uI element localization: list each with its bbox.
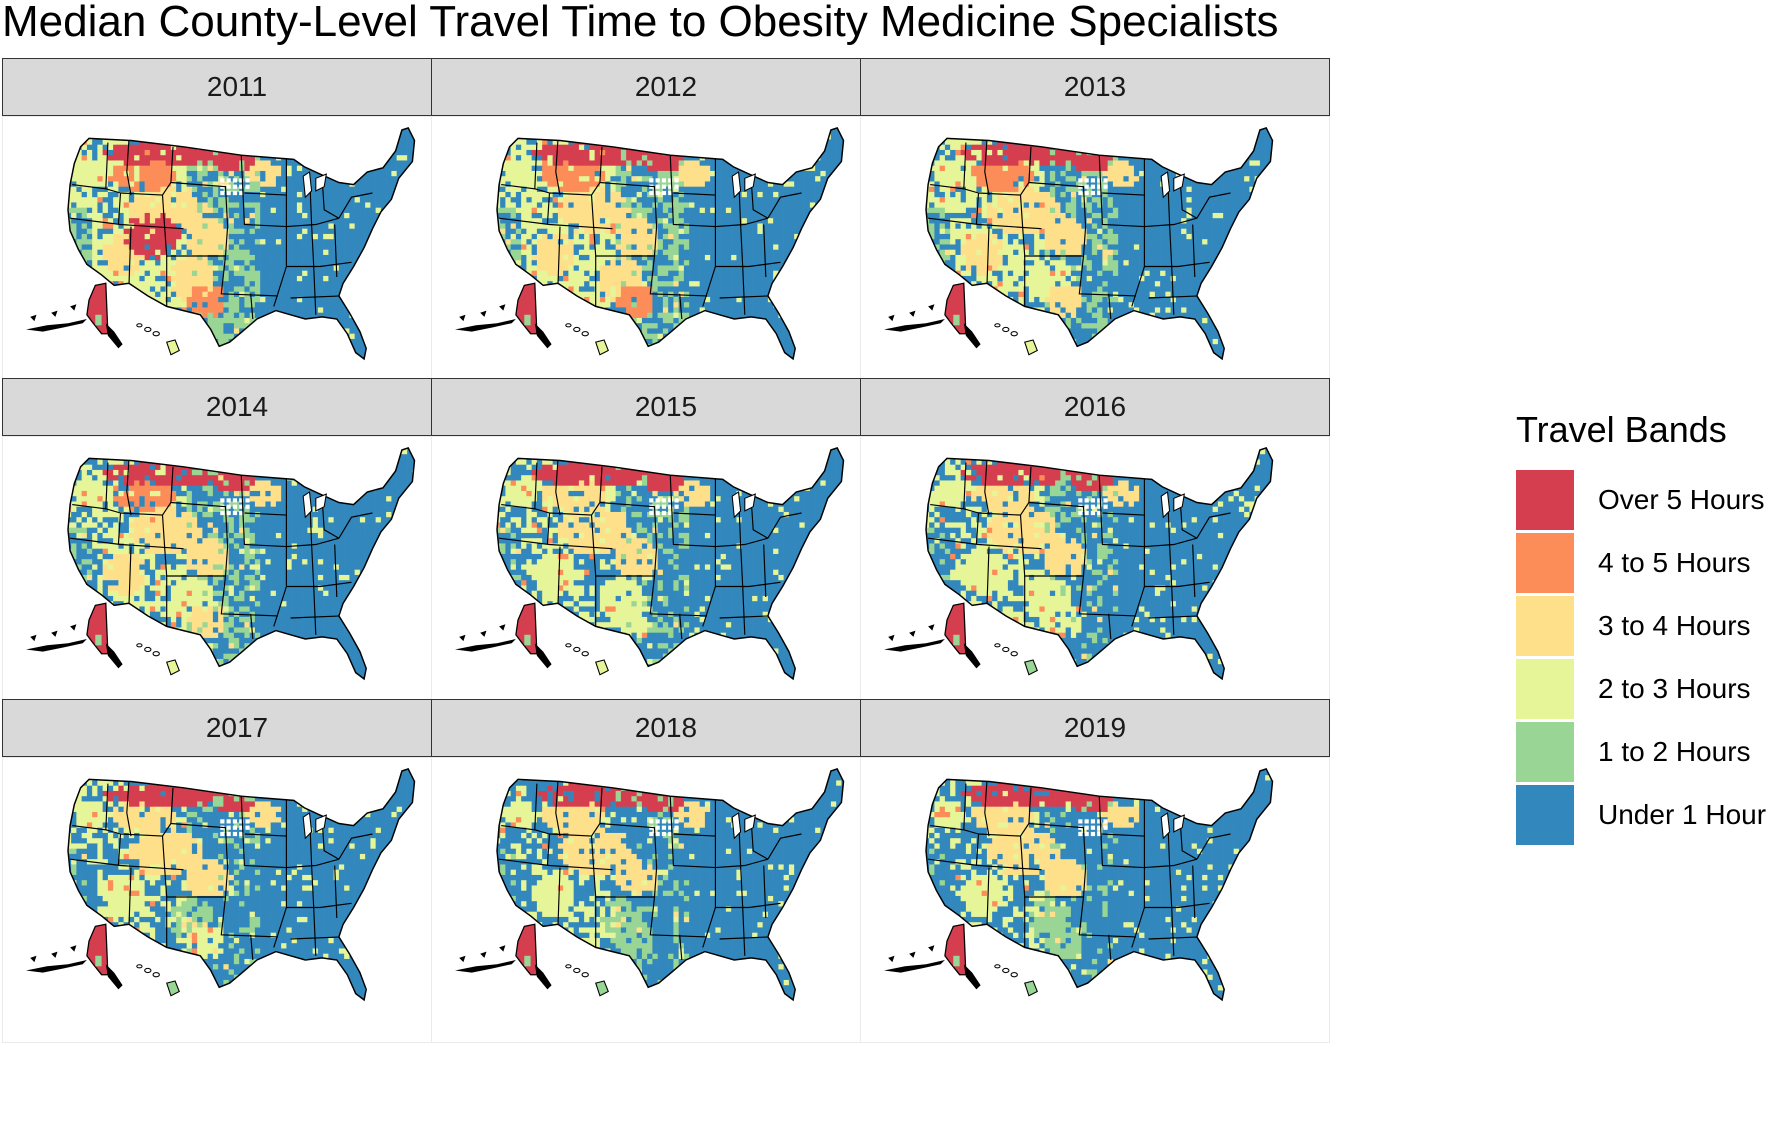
us-county-map (884, 768, 1274, 1002)
us-county-map (455, 127, 845, 361)
map-panel (431, 116, 901, 402)
us-county-map (26, 447, 416, 681)
us-county-map (26, 127, 416, 361)
facet-2011: 2011 (2, 58, 472, 402)
legend-key-swatch (1516, 533, 1574, 593)
facet-2016: 2016 (860, 378, 1330, 722)
facet-strip-label: 2019 (860, 699, 1330, 757)
facet-2015: 2015 (431, 378, 901, 722)
facet-2018: 2018 (431, 699, 901, 1043)
legend-item: 4 to 5 Hours (1512, 533, 1789, 596)
facet-strip-label: 2011 (2, 58, 472, 116)
map-panel (860, 757, 1330, 1043)
facet-strip-label: 2015 (431, 378, 901, 436)
legend-key-swatch (1516, 722, 1574, 782)
legend-label: 4 to 5 Hours (1598, 547, 1751, 579)
us-county-map (26, 768, 416, 1002)
facet-strip-label: 2016 (860, 378, 1330, 436)
map-panel (2, 757, 472, 1043)
us-county-map (455, 768, 845, 1002)
us-county-map (455, 447, 845, 681)
facet-strip-label: 2012 (431, 58, 901, 116)
facet-2014: 2014 (2, 378, 472, 722)
facet-strip-label: 2013 (860, 58, 1330, 116)
legend-label: 2 to 3 Hours (1598, 673, 1751, 705)
legend-label: Over 5 Hours (1598, 484, 1765, 516)
facet-strip-label: 2014 (2, 378, 472, 436)
legend-title: Travel Bands (1516, 410, 1789, 450)
map-panel (860, 116, 1330, 402)
facet-strip-label: 2017 (2, 699, 472, 757)
legend: Travel Bands Over 5 Hours 4 to 5 Hours 3 t… (1512, 410, 1789, 848)
facet-2013: 2013 (860, 58, 1330, 402)
legend-items: Over 5 Hours 4 to 5 Hours 3 to 4 Hours 2 to… (1512, 470, 1789, 848)
facet-2012: 2012 (431, 58, 901, 402)
legend-label: 3 to 4 Hours (1598, 610, 1751, 642)
map-panel (431, 757, 901, 1043)
legend-key-swatch (1516, 659, 1574, 719)
facet-strip-label: 2018 (431, 699, 901, 757)
map-panel (2, 436, 472, 722)
legend-key-swatch (1516, 470, 1574, 530)
chart-title: Median County-Level Travel Time to Obesi… (2, 0, 1279, 44)
legend-label: Under 1 Hour (1598, 799, 1766, 831)
us-county-map (884, 447, 1274, 681)
map-panel (860, 436, 1330, 722)
legend-key-swatch (1516, 596, 1574, 656)
legend-item: 2 to 3 Hours (1512, 659, 1789, 722)
facet-2017: 2017 (2, 699, 472, 1043)
legend-item: 3 to 4 Hours (1512, 596, 1789, 659)
legend-label: 1 to 2 Hours (1598, 736, 1751, 768)
facet-2019: 2019 (860, 699, 1330, 1043)
legend-item: 1 to 2 Hours (1512, 722, 1789, 785)
map-panel (431, 436, 901, 722)
legend-item: Under 1 Hour (1512, 785, 1789, 848)
map-panel (2, 116, 472, 402)
us-county-map (884, 127, 1274, 361)
legend-key-swatch (1516, 785, 1574, 845)
legend-item: Over 5 Hours (1512, 470, 1789, 533)
